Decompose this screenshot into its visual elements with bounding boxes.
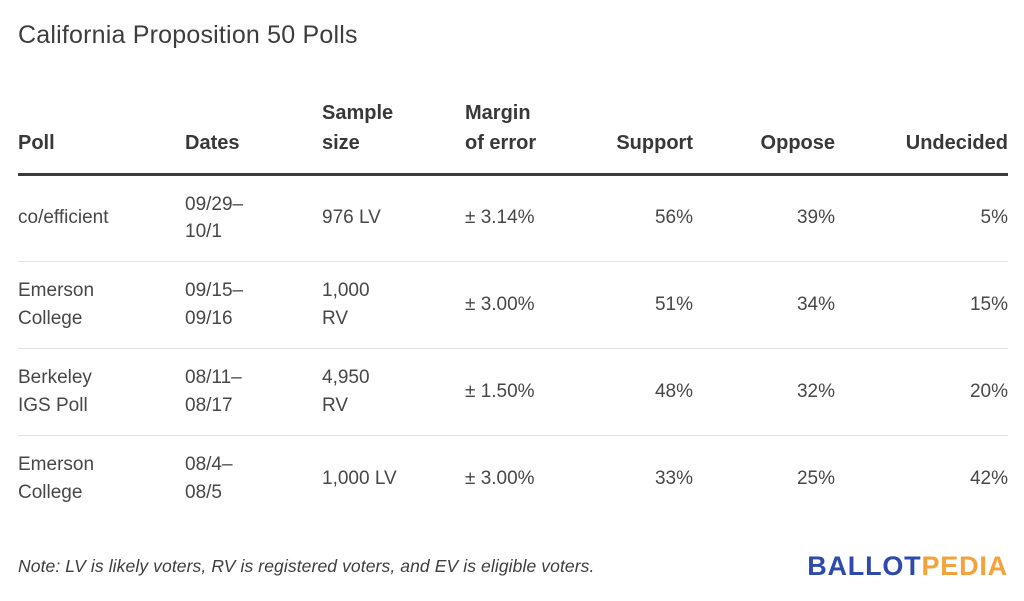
table-row: co/efficient 09/29– 10/1 976 LV ± 3.14% … [18, 174, 1008, 262]
header-sample-size: Sample size [322, 97, 465, 176]
cell-poll: co/efficient [18, 174, 185, 262]
cell-sample-size: 4,950 RV [322, 348, 465, 436]
table-body: co/efficient 09/29– 10/1 976 LV ± 3.14% … [18, 174, 1008, 522]
cell-sample-size: 1,000 RV [322, 261, 465, 349]
cell-undecided: 15% [835, 261, 1008, 349]
header-poll: Poll [18, 97, 185, 176]
header-support: Support [585, 97, 693, 176]
table-row: Emerson College 08/4– 08/5 1,000 LV ± 3.… [18, 435, 1008, 522]
cell-sample-size: 976 LV [322, 174, 465, 262]
cell-oppose: 34% [693, 261, 835, 349]
cell-undecided: 5% [835, 174, 1008, 262]
cell-margin-of-error: ± 3.00% [465, 468, 535, 490]
cell-poll: Berkeley IGS Poll [18, 348, 185, 436]
cell-oppose: 32% [693, 348, 835, 436]
cell-support: 56% [585, 174, 693, 262]
cell-margin-of-error: ± 3.14% [465, 174, 585, 262]
cell-poll: Emerson College [18, 261, 185, 349]
header-row: Poll Dates Sample size Margin of error S… [18, 97, 1008, 176]
cell-support: 33% [654, 468, 693, 490]
logo-part-ballot: BALLOT [807, 551, 922, 582]
table-row: Berkeley IGS Poll 08/11– 08/17 4,950 RV … [18, 348, 1008, 436]
footer: Note: LV is likely voters, RV is registe… [18, 553, 1008, 580]
header-dates: Dates [185, 97, 322, 176]
cell-margin-of-error: ± 1.50% [465, 348, 585, 436]
cell-undecided: 20% [835, 348, 1008, 436]
cell-oppose: 39% [693, 174, 835, 262]
cell-margin-of-error: ± 3.00% [465, 261, 585, 349]
header-margin-of-error: Margin of error [465, 97, 585, 176]
footnote: Note: LV is likely voters, RV is registe… [18, 556, 595, 577]
cell-support: 48% [585, 348, 693, 436]
cell-undecided: 42% [969, 468, 1008, 490]
table-row: Emerson College 09/15– 09/16 1,000 RV ± … [18, 261, 1008, 349]
cell-sample-size: 1,000 LV [322, 468, 397, 490]
header-oppose: Oppose [693, 97, 835, 176]
cell-dates: 09/15– 09/16 [185, 261, 322, 349]
table-header: Poll Dates Sample size Margin of error S… [18, 97, 1008, 176]
ballotpedia-logo: BALLOTPEDIA [807, 553, 1008, 580]
cell-oppose: 25% [796, 468, 835, 490]
page-title: California Proposition 50 Polls [18, 21, 358, 49]
logo-part-pedia: PEDIA [921, 551, 1008, 582]
cell-dates: 08/4– 08/5 [185, 454, 233, 503]
polls-table: Poll Dates Sample size Margin of error S… [18, 97, 1008, 523]
cell-dates: 08/11– 08/17 [185, 348, 322, 436]
cell-poll: Emerson College [18, 454, 95, 503]
cell-support: 51% [585, 261, 693, 349]
cell-dates: 09/29– 10/1 [185, 174, 322, 262]
header-undecided: Undecided [835, 97, 1008, 176]
